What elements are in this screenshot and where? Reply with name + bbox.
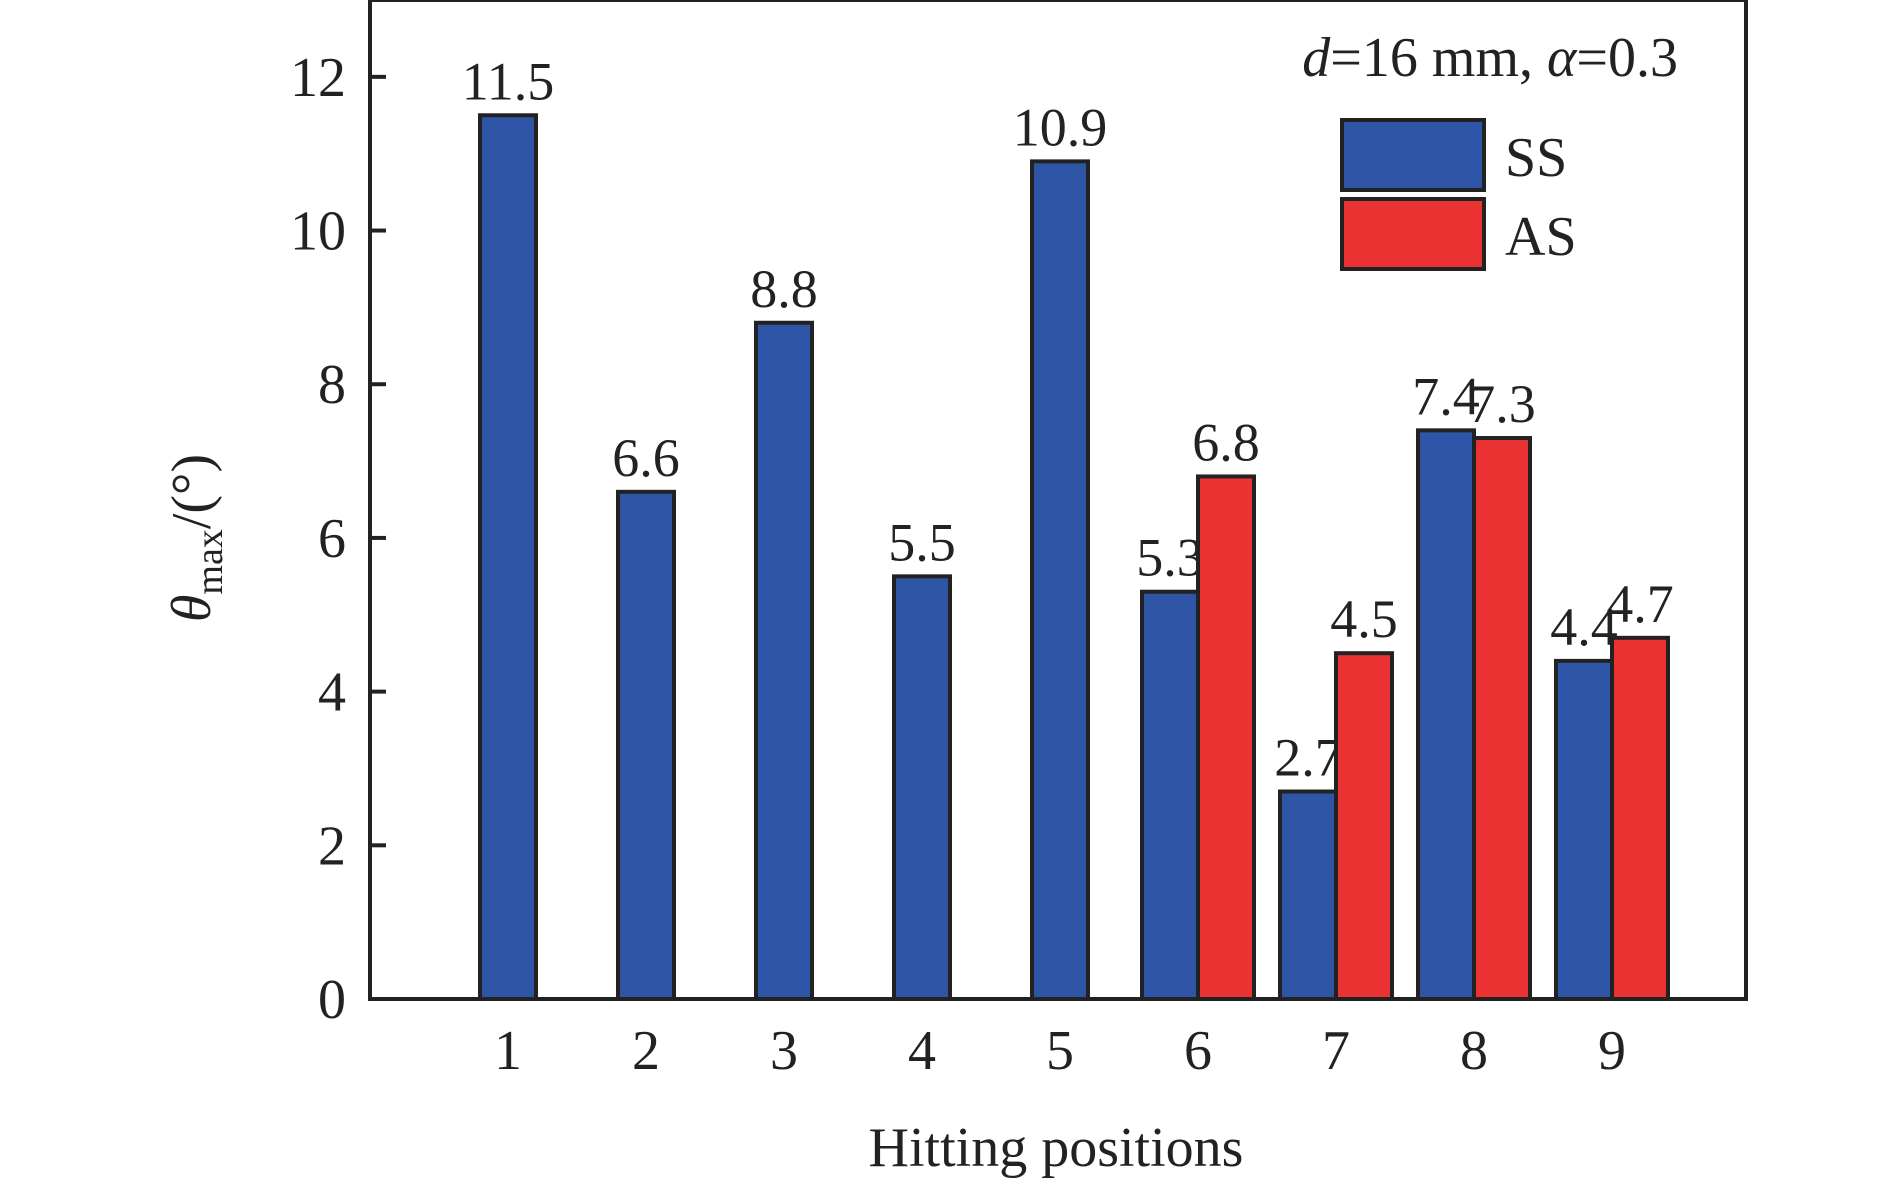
annotation-d-symbol: d (1302, 27, 1331, 89)
plot-area: 11.5 1 6.6 2 8.8 3 5.5 4 10.9 5 5.3 6.8 6 2.7 4.5 7 7.47… (290, 0, 1748, 1082)
y-axis-label: θmax/(°) (161, 454, 231, 622)
data-label-ss-9: 4.4 (1550, 597, 1618, 657)
data-label-ss-1: 11.5 (462, 51, 555, 111)
bar-ss-8 (1416, 428, 1476, 1002)
y-tick-label-0: 0 (318, 969, 346, 1031)
data-label-ss-2: 6.6 (612, 428, 680, 488)
data-label-ss-8: 7.4 (1412, 366, 1480, 426)
data-label-ss-5: 10.9 (1013, 97, 1108, 157)
x-axis-label: Hitting positions (869, 1117, 1244, 1179)
data-label-ss-4: 5.5 (888, 512, 956, 572)
annotation-alpha-symbol: α (1547, 27, 1578, 89)
y-axis-subscript: max (189, 529, 231, 594)
bar-as-8 (1472, 436, 1532, 1001)
bar-as-7 (1334, 651, 1394, 1001)
data-label-as-8: 7.3 (1468, 374, 1536, 434)
x-tick-label-1: 1 (494, 1020, 522, 1082)
x-tick-label-6: 6 (1184, 1020, 1212, 1082)
bar-ss-6 (1140, 589, 1200, 1001)
bar-ss-1 (478, 113, 538, 1002)
x-tick-label-5: 5 (1046, 1020, 1074, 1082)
data-label-as-9: 4.7 (1606, 574, 1674, 634)
legend: SS AS (1340, 118, 1577, 271)
data-label-ss-3: 8.8 (750, 259, 818, 319)
bar-ss-7 (1278, 789, 1338, 1001)
legend-label-as: AS (1505, 206, 1577, 268)
x-tick-label-3: 3 (770, 1020, 798, 1082)
y-axis-symbol: θ (161, 595, 223, 623)
data-label-ss-6: 5.3 (1136, 528, 1204, 588)
bar-ss-9 (1554, 658, 1614, 1002)
plot-frame (368, 0, 1748, 1001)
x-tick-label-7: 7 (1322, 1020, 1350, 1082)
data-label-ss-7: 2.7 (1274, 728, 1342, 788)
bar-as-6 (1196, 474, 1256, 1001)
bar-ss-4 (892, 574, 952, 1001)
y-tick-label-8: 8 (318, 354, 346, 416)
data-label-as-7: 4.5 (1330, 589, 1398, 649)
parameter-annotation: d=16 mm, α=0.3 (1302, 27, 1678, 89)
y-tick-label-10: 10 (290, 201, 346, 263)
x-tick-label-9: 9 (1598, 1020, 1626, 1082)
annotation-d-value: =16 mm, (1330, 27, 1547, 89)
legend-swatch-as (1340, 197, 1486, 271)
bar-ss-3 (754, 320, 814, 1001)
x-tick-label-4: 4 (908, 1020, 936, 1082)
y-tick-label-6: 6 (318, 508, 346, 570)
x-tick-label-2: 2 (632, 1020, 660, 1082)
legend-label-ss: SS (1505, 127, 1567, 189)
legend-swatch-ss (1340, 118, 1486, 192)
y-tick-label-12: 12 (290, 47, 346, 109)
bar-ss-5 (1030, 159, 1090, 1001)
x-tick-label-8: 8 (1460, 1020, 1488, 1082)
y-axis-unit: /(°) (161, 454, 223, 529)
data-label-as-6: 6.8 (1192, 412, 1260, 472)
annotation-alpha-value: =0.3 (1576, 27, 1678, 89)
bar-as-9 (1610, 635, 1670, 1001)
y-tick-label-2: 2 (318, 815, 346, 877)
y-tick-label-4: 4 (318, 662, 346, 724)
bar-ss-2 (616, 489, 676, 1001)
